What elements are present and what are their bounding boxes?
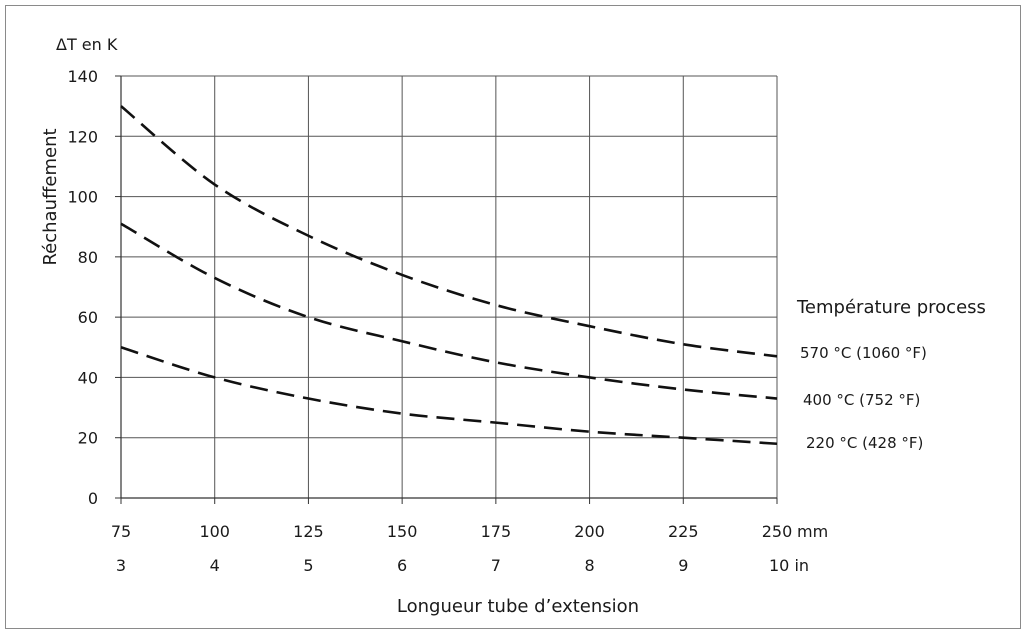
x-tick-labels-mm: 75 100 125 150 175 200 225 250 [111,522,792,541]
series-lines [120,105,778,446]
series-line-2 [120,222,778,400]
x-tick-label-in: 6 [397,556,407,575]
legend-entry-2: 400 °C (752 °F) [803,391,920,409]
axes [115,75,778,504]
y-tick-label: 80 [78,248,98,267]
x-tick-label-in: 8 [584,556,594,575]
y-tick-label: 100 [67,188,98,207]
x-tick-label-in: 5 [303,556,313,575]
series-line-1 [120,105,778,358]
x-tick-label-mm: 200 [574,522,605,541]
y-tick-label: 140 [67,67,98,86]
x-axis-title: Longueur tube d’extension [397,596,639,617]
y-tick-labels: 0 20 40 60 80 100 120 140 [67,67,98,508]
y-unit-label: ΔT en K [56,35,118,54]
x-tick-label-mm: 150 [387,522,418,541]
x-tick-label-mm: 75 [111,522,131,541]
x-tick-label-in: 3 [116,556,126,575]
legend: 570 °C (1060 °F) 400 °C (752 °F) 220 °C (4… [800,344,927,452]
x-tick-label-in: 9 [678,556,688,575]
y-tick-label: 0 [88,489,98,508]
x-tick-label-in: 10 in [769,556,809,575]
x-tick-label-mm: 250 [762,522,793,541]
y-tick-label: 40 [78,368,98,387]
series-line-3 [120,346,778,446]
x-tick-label-mm: 225 [668,522,699,541]
grid [121,75,778,498]
x-tick-labels-in: 3 4 5 6 7 8 9 10 in [116,556,809,575]
x-unit-mm: mm [797,522,828,541]
y-tick-label: 60 [78,308,98,327]
legend-entry-3: 220 °C (428 °F) [806,434,923,452]
legend-title: Température process [796,297,986,318]
y-axis-title: Réchauffement [40,128,61,265]
legend-entry-1: 570 °C (1060 °F) [800,344,927,362]
chart-frame [5,5,1021,629]
x-tick-label-mm: 100 [199,522,230,541]
x-tick-label-mm: 125 [293,522,324,541]
x-tick-label-in: 7 [491,556,501,575]
x-tick-label-in: 4 [210,556,220,575]
y-tick-label: 20 [78,429,98,448]
x-tick-label-mm: 175 [481,522,512,541]
y-tick-label: 120 [67,127,98,146]
